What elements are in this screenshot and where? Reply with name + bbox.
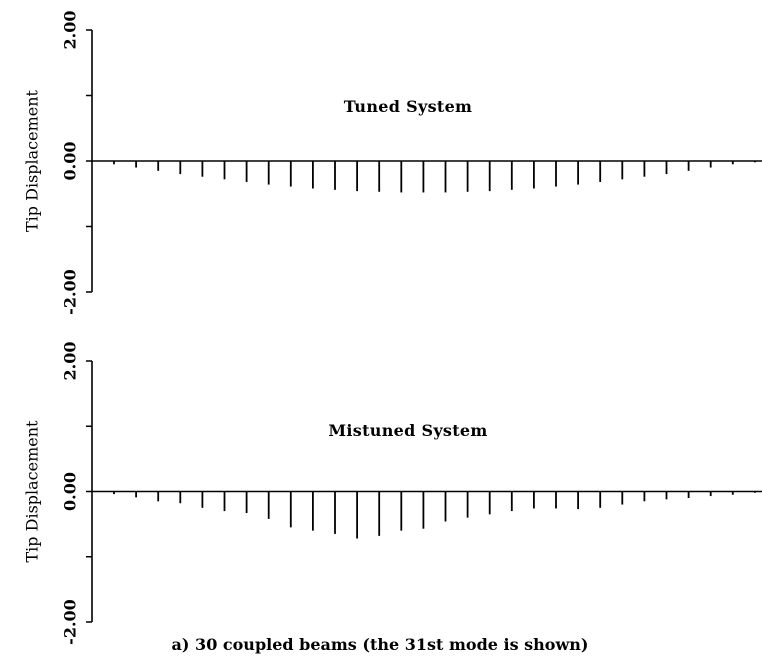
panel-title: Tuned System bbox=[344, 97, 473, 116]
chart-panel-2: 2.00 0.00 -2.00 Tip Displacement Mistuned Sy… bbox=[23, 342, 762, 645]
y-axis-label: Tip Displacement bbox=[23, 89, 42, 232]
panel-title: Mistuned System bbox=[328, 421, 487, 440]
figure-caption: a) 30 coupled beams (the 31st mode is sh… bbox=[172, 635, 589, 654]
y-tick-label: -2.00 bbox=[61, 269, 80, 315]
y-axis-label: Tip Displacement bbox=[23, 420, 42, 563]
y-tick-label: 0.00 bbox=[61, 142, 80, 181]
y-tick-label: 0.00 bbox=[61, 472, 80, 511]
y-tick-label: -2.00 bbox=[61, 599, 80, 645]
y-tick-label: 2.00 bbox=[61, 342, 80, 381]
y-tick-label: 2.00 bbox=[61, 11, 80, 50]
chart-panel-1: 2.00 0.00 -2.00 Tip Displacement Tuned Syste… bbox=[23, 11, 762, 315]
